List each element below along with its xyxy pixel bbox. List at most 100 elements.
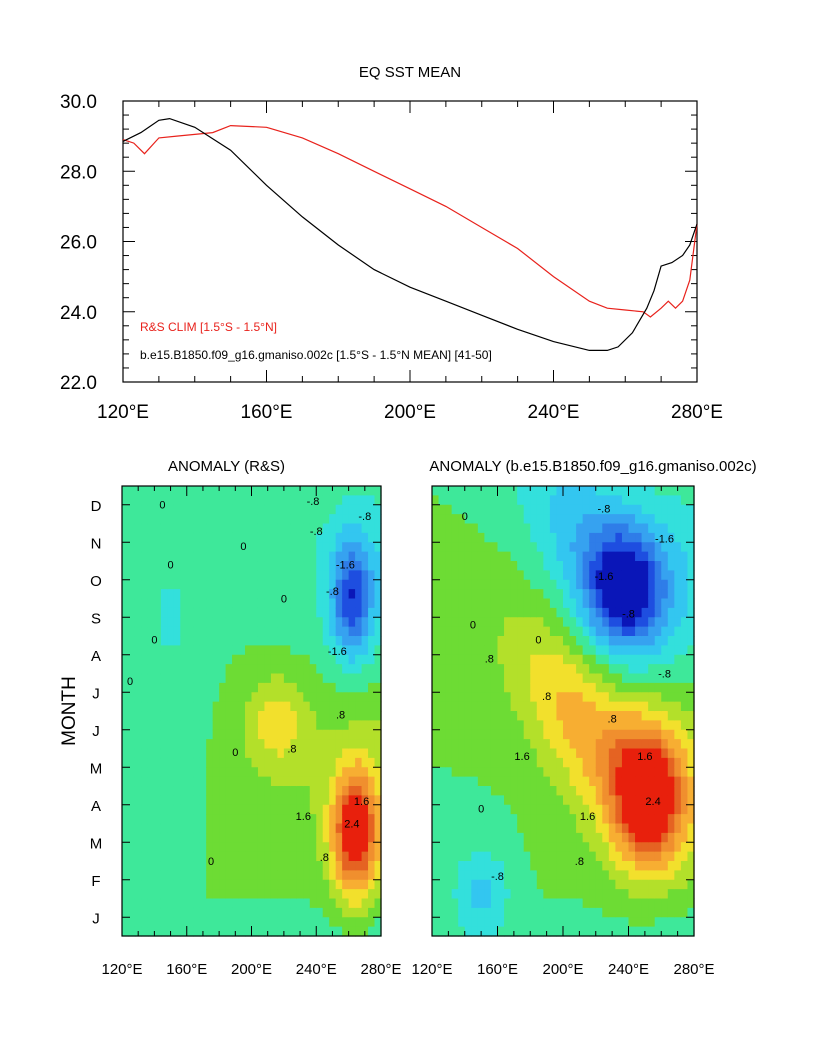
contour-cell [667, 917, 675, 928]
contour-cell [549, 851, 558, 862]
contour-cell [608, 739, 616, 750]
contour-cell [122, 795, 130, 806]
contour-cell [277, 804, 285, 815]
contour-cell [648, 889, 656, 900]
contour-cell [186, 851, 194, 862]
contour-cell [595, 514, 603, 525]
contour-cell [186, 804, 194, 815]
contour-cell [432, 523, 440, 534]
contour-cell [576, 870, 584, 881]
contour-cell [167, 551, 175, 562]
contour-cell [329, 654, 337, 665]
contour-cell [523, 645, 531, 656]
contour-cell [290, 720, 298, 731]
contour-cell [432, 823, 440, 834]
contour-cell [484, 926, 492, 937]
contour-cell [615, 570, 623, 581]
contour-cell [687, 757, 695, 768]
contour-cell [451, 589, 459, 600]
contour-cell [141, 757, 149, 768]
contour-cell [543, 598, 551, 609]
contour-cell [264, 870, 272, 881]
contour-cell [128, 786, 136, 796]
contour-cell [368, 645, 376, 656]
contour-cell [180, 729, 188, 740]
contour-cell [167, 626, 175, 637]
contour-cell [680, 907, 689, 918]
contour-cell [654, 589, 662, 600]
contour-cell [608, 626, 616, 637]
contour-cell [199, 542, 207, 553]
contour-cell [635, 729, 643, 740]
contour-label: 0 [151, 635, 157, 647]
contour-cell [602, 617, 610, 628]
contour-cell [661, 870, 669, 881]
contour-cell [687, 664, 695, 675]
contour-cell [556, 523, 564, 534]
contour-cell [536, 486, 544, 496]
contour-cell [122, 617, 130, 628]
contour-cell [180, 804, 188, 815]
contour-cell [556, 486, 564, 496]
contour-cell [283, 907, 291, 918]
contour-cell [680, 673, 689, 684]
contour-cell [464, 673, 472, 684]
contour-cell [270, 523, 278, 534]
contour-cell [582, 570, 590, 581]
contour-cell [648, 814, 656, 825]
contour-cell [368, 729, 376, 740]
contour-cell [451, 486, 459, 496]
contour-cell [458, 664, 466, 675]
contour-cell [484, 870, 492, 881]
contour-cell [458, 776, 466, 787]
contour-cell [615, 757, 623, 768]
contour-cell [490, 514, 499, 525]
contour-cell [212, 626, 220, 637]
contour-cell [536, 561, 544, 571]
contour-cell [270, 907, 278, 918]
contour-cell [490, 870, 499, 881]
contour-cell [355, 786, 363, 796]
contour-cell [576, 570, 584, 581]
contour-cell [264, 598, 272, 609]
contour-cell [309, 701, 317, 712]
contour-cell [490, 795, 499, 806]
contour-cell [576, 907, 584, 918]
contour-cell [654, 795, 662, 806]
contour-cell [464, 486, 472, 496]
contour-cell [464, 551, 472, 562]
contour-cell [180, 570, 188, 581]
contour-cell [206, 645, 214, 656]
contour-cell [348, 739, 356, 750]
contour-cell [589, 832, 597, 843]
contour-cell [576, 795, 584, 806]
contour-cell [556, 926, 564, 937]
contour-cell [322, 598, 330, 609]
contour-cell [582, 720, 590, 731]
contour-cell [316, 495, 324, 506]
contour-cell [432, 607, 440, 618]
contour-cell [122, 842, 130, 853]
contour-cell [374, 795, 382, 806]
contour-cell [608, 682, 616, 693]
contour-cell [303, 823, 311, 834]
contour-cell [595, 720, 603, 731]
contour-cell [219, 682, 227, 693]
contour-cell [536, 682, 544, 693]
contour-cell [687, 636, 695, 646]
contour-cell [628, 617, 636, 628]
contour-cell [530, 907, 538, 918]
contour-cell [582, 879, 590, 890]
contour-cell [536, 692, 544, 703]
contour-cell [303, 504, 311, 515]
contour-cell [635, 879, 643, 890]
contour-cell [451, 682, 459, 693]
contour-cell [329, 514, 337, 525]
contour-cell [497, 842, 505, 853]
contour-cell [517, 542, 525, 553]
contour-cell [277, 692, 285, 703]
contour-cell [329, 879, 337, 890]
contour-cell [147, 917, 155, 928]
contour-cell [186, 673, 194, 684]
contour-cell [451, 561, 459, 571]
